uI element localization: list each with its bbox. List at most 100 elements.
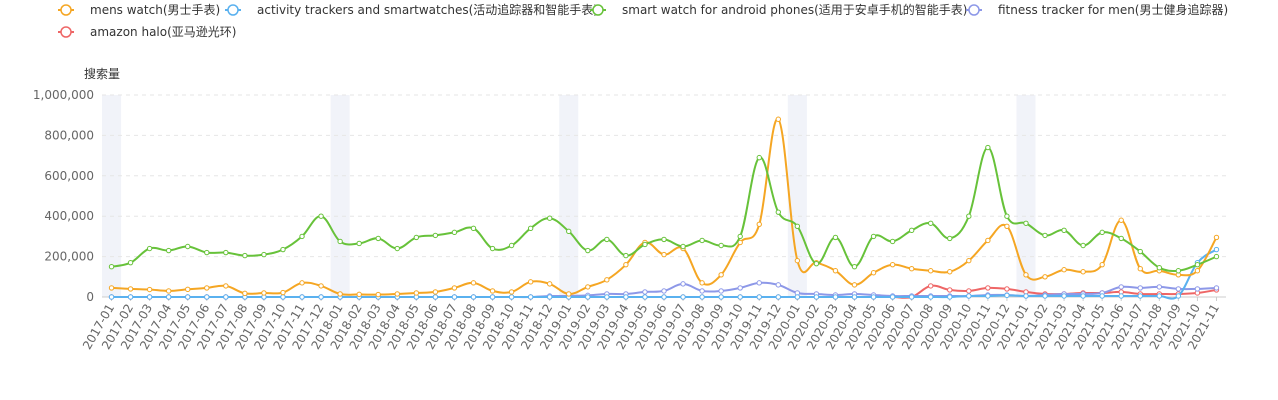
data-point (585, 247, 591, 254)
data-point (527, 294, 534, 300)
data-point (1042, 274, 1048, 280)
data-point (851, 294, 858, 300)
data-point (318, 213, 324, 219)
series-line (111, 118, 1218, 296)
data-point (470, 225, 477, 232)
data-point (1042, 232, 1048, 239)
series-line (111, 146, 1217, 272)
data-point (1061, 227, 1067, 234)
data-point (851, 282, 858, 288)
data-point (794, 294, 801, 300)
data-point (527, 225, 534, 232)
data-point (813, 260, 820, 267)
data-point (947, 269, 953, 275)
highlight-bands (102, 95, 1036, 297)
highlight-band-2020-01 (787, 95, 807, 297)
data-point (794, 223, 801, 230)
data-point (661, 288, 667, 294)
legend[interactable]: mens watch(男士手表) activity trackers and sm… (58, 2, 1228, 39)
data-point (1004, 286, 1010, 292)
data-point (546, 215, 553, 221)
legend-marker-icon (227, 4, 239, 16)
data-point (623, 294, 629, 300)
data-point (223, 283, 229, 289)
data-point (623, 252, 629, 259)
data-point (451, 285, 458, 291)
data-point (832, 294, 839, 300)
data-point (1213, 253, 1220, 260)
legend-item[interactable]: amazon halo(亚马逊光环) (58, 25, 236, 39)
y-tick-label: 600,000 (44, 169, 94, 183)
data-point (108, 285, 115, 291)
data-point (185, 286, 191, 293)
data-point (756, 154, 762, 161)
data-point (1118, 217, 1124, 223)
data-point (165, 247, 172, 254)
data-point (889, 294, 896, 300)
data-point (1023, 220, 1029, 226)
data-point (108, 294, 115, 300)
data-point (1099, 229, 1105, 236)
data-point (928, 220, 934, 226)
data-point (223, 294, 229, 300)
data-point (1175, 293, 1182, 299)
axes: 0200,000400,000600,000800,0001,000,00020… (33, 88, 1226, 352)
data-point (1118, 284, 1124, 290)
series-lines (108, 116, 1220, 300)
data-point (718, 242, 724, 249)
data-point (642, 289, 648, 295)
data-point (204, 294, 210, 300)
data-point (146, 245, 153, 252)
data-point (661, 251, 667, 258)
data-point (508, 242, 515, 249)
data-point (489, 288, 496, 294)
data-point (375, 291, 381, 298)
data-point (1061, 293, 1067, 299)
data-point (623, 261, 629, 268)
data-point (661, 236, 667, 243)
data-point (1137, 266, 1143, 272)
data-point (1194, 286, 1201, 292)
data-point (966, 288, 972, 294)
data-point (775, 116, 782, 122)
data-point (1194, 261, 1201, 268)
data-point (318, 283, 324, 289)
data-point (928, 268, 934, 274)
legend-item[interactable]: activity trackers and smartwatches(活动追踪器… (225, 2, 598, 17)
data-point (985, 285, 991, 291)
data-point (870, 294, 877, 300)
series-0 (108, 116, 1220, 298)
data-point (432, 289, 439, 295)
data-point (947, 287, 953, 293)
data-point (1004, 213, 1010, 219)
legend-item[interactable]: fitness tracker for men(男士健身追踪器) (966, 2, 1228, 17)
legend-label: activity trackers and smartwatches(活动追踪器… (257, 2, 598, 17)
legend-item[interactable]: mens watch(男士手表) (58, 3, 220, 17)
data-point (1080, 242, 1086, 249)
y-tick-label: 0 (86, 290, 94, 304)
highlight-band-2018-01 (330, 95, 350, 297)
data-point (394, 291, 400, 297)
data-point (204, 285, 210, 291)
data-point (1118, 235, 1124, 242)
legend-marker-icon (968, 4, 980, 16)
data-point (642, 241, 648, 248)
data-point (413, 290, 420, 296)
data-point (470, 280, 477, 286)
data-point (966, 213, 972, 219)
data-point (928, 283, 934, 289)
data-point (566, 291, 572, 297)
data-point (604, 236, 610, 243)
legend-item[interactable]: smart watch for android phones(适用于安卓手机的智… (590, 2, 967, 17)
data-point (889, 238, 896, 245)
data-point (1213, 234, 1220, 241)
data-point (356, 240, 362, 247)
data-point (699, 237, 705, 244)
data-point (299, 280, 305, 286)
data-point (737, 285, 743, 291)
data-point (928, 294, 934, 300)
data-point (1156, 293, 1163, 299)
data-point (1175, 268, 1182, 274)
data-point (1213, 285, 1220, 291)
data-point (699, 294, 705, 300)
